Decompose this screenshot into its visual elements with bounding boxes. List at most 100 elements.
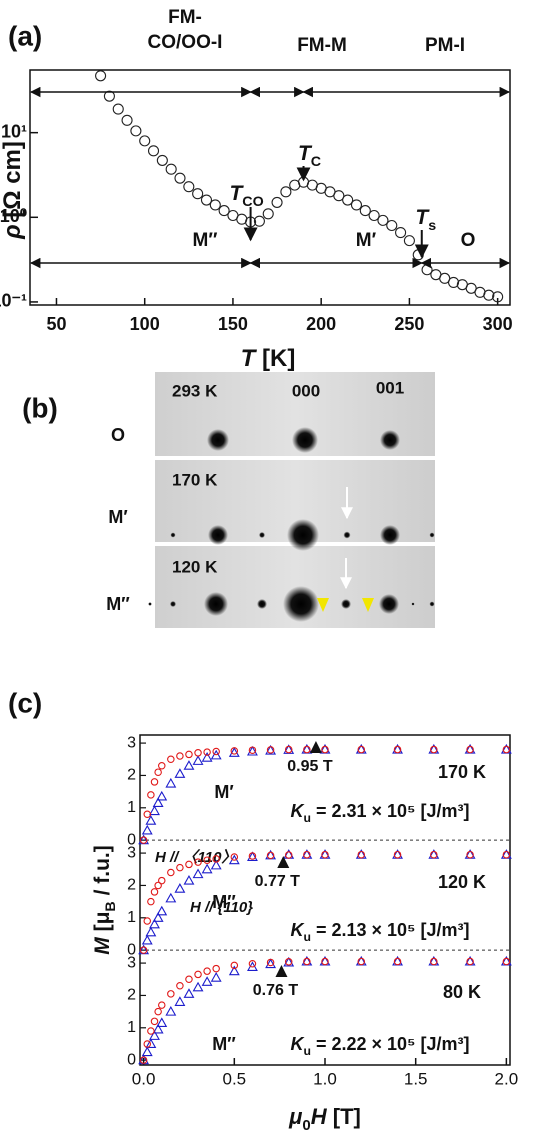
y-tick-label: 1 bbox=[127, 909, 136, 926]
structure-label: M′ bbox=[356, 230, 377, 251]
field-marker bbox=[310, 741, 322, 753]
panel-label: (b) bbox=[22, 392, 58, 423]
row-label: M′ bbox=[108, 507, 127, 527]
text-part: 0 bbox=[302, 1117, 310, 1134]
x-tick-label: 150 bbox=[218, 314, 248, 334]
data-point bbox=[184, 182, 194, 192]
row-label: M″ bbox=[106, 594, 130, 614]
data-point bbox=[203, 753, 212, 761]
data-point bbox=[272, 197, 282, 207]
transition-label: TC bbox=[298, 142, 321, 170]
temperature-label: 170 K bbox=[438, 762, 486, 782]
text-part: ρ bbox=[0, 224, 26, 240]
x-tick-label: 0.0 bbox=[132, 1069, 156, 1088]
reflection-label: 000 bbox=[292, 381, 320, 400]
data-point bbox=[193, 189, 203, 199]
text-part: / f.u.] bbox=[91, 845, 114, 901]
phase-label: PM-I bbox=[425, 35, 465, 56]
data-point bbox=[263, 209, 273, 219]
data-point bbox=[204, 968, 210, 974]
data-point bbox=[212, 973, 221, 981]
y-tick-label: 3 bbox=[127, 954, 136, 971]
data-point bbox=[157, 155, 167, 165]
data-point bbox=[151, 779, 157, 785]
text-part: C bbox=[311, 154, 321, 170]
data-point bbox=[143, 826, 152, 834]
data-point bbox=[213, 965, 219, 971]
reflection-label: 001 bbox=[376, 378, 404, 397]
y-tick-label: 0 bbox=[127, 1051, 136, 1068]
data-point bbox=[168, 869, 174, 875]
x-tick-label: 1.0 bbox=[313, 1069, 337, 1088]
temperature-label: 293 K bbox=[172, 381, 218, 400]
data-point bbox=[184, 989, 193, 997]
panel-label: (c) bbox=[8, 687, 42, 718]
x-tick-label: 100 bbox=[130, 314, 160, 334]
y-axis-title: ρ [Ω cm] bbox=[0, 141, 26, 240]
data-point bbox=[194, 756, 203, 764]
y-tick-label: 3 bbox=[127, 844, 136, 861]
data-point bbox=[166, 779, 175, 787]
data-point bbox=[140, 136, 150, 146]
data-point bbox=[194, 870, 203, 878]
data-point bbox=[96, 71, 106, 81]
data-point bbox=[396, 228, 406, 238]
structure-label: O bbox=[461, 230, 476, 251]
panel-label: (a) bbox=[8, 20, 42, 51]
field-label: 0.77 T bbox=[255, 873, 301, 890]
temperature-label: 120 K bbox=[438, 872, 486, 892]
data-point bbox=[175, 173, 185, 183]
phase-label: FM- bbox=[168, 7, 202, 28]
legend-entry: H // 〈110〉 bbox=[155, 848, 236, 866]
y-tick-label: 10¹ bbox=[1, 121, 27, 141]
data-point bbox=[177, 753, 183, 759]
data-point bbox=[150, 807, 159, 815]
data-point bbox=[144, 811, 150, 817]
data-point bbox=[131, 126, 141, 136]
data-point bbox=[146, 928, 155, 936]
text-part: = 2.13 × 10⁵ [J/m³] bbox=[311, 920, 470, 940]
x-tick-label: 300 bbox=[483, 314, 513, 334]
x-tick-label: 2.0 bbox=[495, 1069, 519, 1088]
text-part: s bbox=[428, 218, 436, 234]
data-point bbox=[387, 221, 397, 231]
data-point bbox=[351, 200, 361, 210]
data-point bbox=[143, 1048, 152, 1056]
panel-b: (b) O M′ M″ 293 K 170 K 120 K 000 001 bbox=[22, 372, 435, 628]
y-tick-label: 2 bbox=[127, 767, 136, 784]
transition-label: TCO bbox=[229, 182, 263, 210]
x-tick-label: 1.5 bbox=[404, 1069, 428, 1088]
structure-label: M″ bbox=[193, 230, 218, 251]
data-point bbox=[404, 236, 414, 246]
data-point bbox=[122, 115, 132, 125]
text-part: CO bbox=[242, 194, 263, 210]
text-part: [μ bbox=[91, 912, 114, 938]
field-label: 0.95 T bbox=[287, 758, 333, 775]
data-point bbox=[148, 898, 154, 904]
data-point bbox=[151, 889, 157, 895]
text-part: [Ω cm] bbox=[0, 141, 26, 224]
phase-label: M′ bbox=[214, 782, 233, 802]
text-part: = 2.31 × 10⁵ [J/m³] bbox=[311, 801, 470, 821]
data-point bbox=[168, 756, 174, 762]
text-part: B bbox=[103, 901, 119, 911]
data-point bbox=[148, 1028, 154, 1034]
text-part: u bbox=[303, 1044, 310, 1058]
anisotropy-label: Ku = 2.22 × 10⁵ [J/m³] bbox=[290, 1034, 469, 1058]
x-tick-label: 50 bbox=[46, 314, 66, 334]
text-part: u bbox=[303, 811, 310, 825]
data-point bbox=[195, 971, 201, 977]
row-label: O bbox=[111, 425, 125, 445]
data-point bbox=[186, 751, 192, 757]
data-point bbox=[144, 918, 150, 924]
y-tick-label: 1 bbox=[127, 799, 136, 816]
phase-label: CO/OO-I bbox=[148, 32, 223, 53]
anisotropy-label: Ku = 2.13 × 10⁵ [J/m³] bbox=[290, 920, 469, 944]
data-point bbox=[177, 983, 183, 989]
data-point bbox=[166, 164, 176, 174]
text-part: u bbox=[303, 930, 310, 944]
data-point bbox=[175, 997, 184, 1005]
y-tick-label: 10⁻¹ bbox=[0, 291, 27, 311]
y-tick-label: 2 bbox=[127, 877, 136, 894]
y-tick-label: 2 bbox=[127, 987, 136, 1004]
